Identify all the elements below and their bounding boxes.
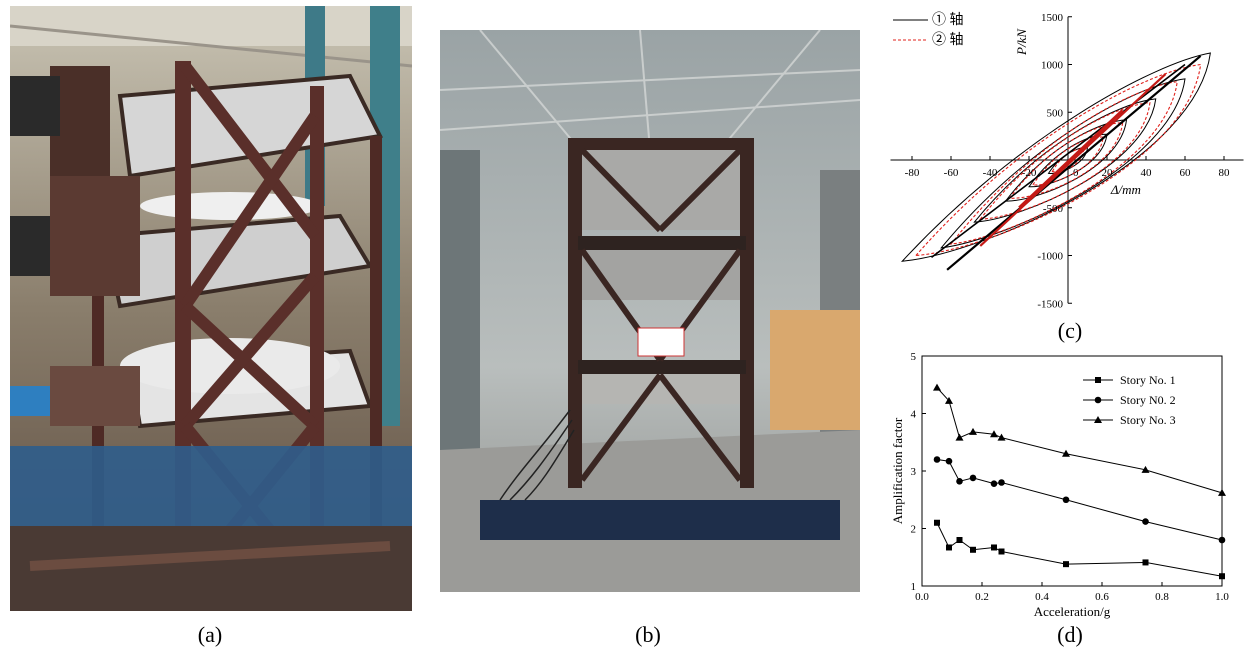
chart-d-svg: 0.0 0.2 0.4 0.6 0.8 1.0 1 2 3 4 5 Acceleration/g Amp… (890, 351, 1229, 619)
data-point-triangle (1218, 488, 1226, 496)
photo-a-illustration (10, 6, 412, 611)
y-axis-label: Amplification factor (890, 417, 905, 524)
series-line (936, 387, 1223, 494)
data-point-square (946, 544, 952, 551)
photo-b-illustration (440, 30, 860, 592)
data-point-triangle (969, 427, 977, 435)
series-1 (934, 519, 1225, 580)
y-tick-label: 2 (911, 524, 917, 536)
series-line (936, 459, 1223, 541)
data-point-square (998, 548, 1005, 555)
x-tick-label: 40 (1141, 167, 1153, 179)
x-tick-label: 0.0 (915, 591, 929, 603)
x-tick-label: 0 (1073, 167, 1079, 179)
legend-d: Story No. 1 Story N0. 2 Story No. 3 (1083, 373, 1176, 427)
y-tick-label: 5 (911, 351, 917, 363)
data-point-square (1219, 573, 1225, 580)
data-point-square (991, 544, 997, 551)
photo-a-test-frame (10, 6, 412, 611)
x-axis-label: Δ/mm (1110, 182, 1141, 197)
hysteresis-loop-red (1018, 109, 1124, 209)
data-point-triangle (933, 383, 941, 391)
legend-label: Story No. 3 (1120, 413, 1176, 427)
chart-c-svg: -80 -60 -40 -20 20 40 60 80-1500-1000-500500100… (890, 12, 1244, 310)
data-point-triangle (945, 396, 953, 404)
hysteresis-loop (914, 63, 1202, 257)
hysteresis-loop (1031, 136, 1104, 186)
hysteresis-loop (900, 52, 1211, 262)
data-point-circle (1094, 396, 1102, 404)
data-point-square (970, 546, 976, 553)
caption-c: (c) (1057, 318, 1083, 343)
data-point-triangle (1094, 416, 1102, 423)
data-point-circle (1218, 536, 1226, 544)
data-point-circle (1142, 518, 1149, 525)
y-tick-label: 500 (1047, 107, 1064, 119)
caption-a: (a) (197, 622, 223, 647)
data-point-square (1142, 559, 1149, 566)
x-axis-label: Acceleration/g (1034, 604, 1111, 619)
x-tick-label: -40 (983, 167, 998, 179)
legend-label: Story No. 1 (1120, 373, 1176, 387)
hysteresis-loop-bold (931, 63, 1186, 259)
hysteresis-loop-red (979, 73, 1167, 247)
legend-label: ② 轴 (932, 32, 964, 48)
hysteresis-loop (949, 81, 1178, 245)
data-point-circle (969, 474, 977, 482)
data-point-square (956, 537, 963, 543)
x-tick-label: 60 (1180, 167, 1192, 179)
legend-label: Story N0. 2 (1120, 393, 1176, 407)
y-tick-label: 1500 (1041, 12, 1064, 24)
hysteresis-loop (979, 102, 1151, 220)
legend-c: ① 轴 ② 轴 (893, 12, 964, 48)
data-point-triangle (997, 433, 1006, 441)
chart-c-hysteresis: -80 -60 -40 -20 20 40 60 80 -1500 -1000 -500 500 100… (888, 2, 1246, 314)
series-3 (933, 383, 1226, 496)
data-point-circle (956, 478, 963, 485)
data-point-triangle (1062, 449, 1070, 457)
y-tick-label: -1500 (1037, 298, 1063, 310)
caption-d: (d) (1057, 622, 1083, 647)
data-point-square (1063, 561, 1069, 568)
data-point-triangle (955, 433, 964, 441)
data-point-circle (998, 479, 1005, 486)
y-tick-label: 1000 (1041, 60, 1064, 72)
x-tick-label: 20 (1102, 167, 1114, 179)
chart-d-amplification: 0.0 0.2 0.4 0.6 0.8 1.0 1 2 3 4 5 Acceleration/g Amp… (888, 348, 1246, 624)
y-tick-label: 1 (911, 581, 917, 593)
x-tick-label: 1.0 (1215, 591, 1229, 603)
data-point-square (934, 519, 940, 526)
x-tick-label: 0.4 (1035, 591, 1049, 603)
data-point-circle (945, 457, 953, 465)
y-axis-label: P/kN (1014, 28, 1029, 56)
caption-b: (b) (635, 622, 661, 647)
x-tick-label: 0.8 (1155, 591, 1169, 603)
y-tick-label: 3 (911, 466, 917, 478)
data-point-triangle (1141, 465, 1150, 473)
photo-b-shaking-table (440, 30, 860, 592)
hysteresis-loop-bold (946, 55, 1202, 271)
data-point-triangle (990, 430, 998, 438)
data-point-circle (990, 480, 998, 487)
hysteresis-loop (1008, 122, 1124, 199)
series-line (936, 522, 1223, 577)
x-tick-label: 80 (1219, 167, 1231, 179)
x-tick-label: 0.6 (1095, 591, 1109, 603)
y-tick-label: 4 (911, 409, 917, 421)
data-point-circle (1062, 496, 1070, 504)
x-tick-label: 0.2 (975, 591, 989, 603)
data-point-square (1095, 377, 1101, 383)
series-2 (933, 456, 1226, 544)
x-tick-label: -80 (905, 167, 920, 179)
x-tick-label: -60 (944, 167, 959, 179)
plot-frame (921, 355, 1223, 587)
legend-label: ① 轴 (932, 12, 964, 28)
data-point-circle (933, 456, 941, 463)
y-tick-label: -1000 (1037, 251, 1063, 263)
